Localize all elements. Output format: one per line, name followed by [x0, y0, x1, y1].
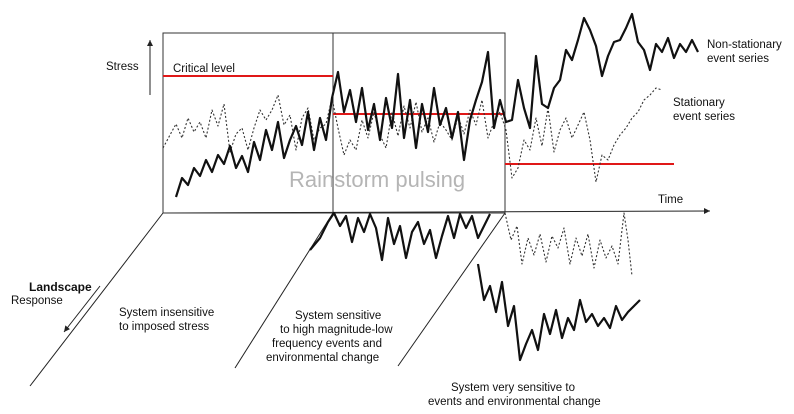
- panel-2-line-4: environmental change: [266, 352, 379, 364]
- response-axis-label: Response: [11, 295, 63, 307]
- panel-1-line-2: to imposed stress: [119, 321, 209, 333]
- panel-3-line-1: System very sensitive to: [451, 382, 575, 394]
- landscape-response-axis: [63, 285, 101, 333]
- landscape-axis-label: Landscape: [29, 280, 92, 294]
- non-stationary-event-series-lower: [476, 263, 641, 362]
- non-stationary-event-series-lower-mid: [309, 211, 491, 262]
- panel-2-line-3: frequency events and: [272, 338, 382, 350]
- panel-frame-sensitive: [332, 32, 506, 214]
- time-axis-label: Time: [658, 194, 683, 206]
- stationary-label-line1: Stationary: [673, 97, 725, 109]
- perspective-line-1: [29, 212, 164, 387]
- non-stationary-label-line2: event series: [707, 53, 769, 65]
- stress-axis-label: Stress: [106, 61, 139, 73]
- critical-level-label: Critical level: [173, 63, 235, 75]
- panel-2-line-2: to high magnitude-low: [280, 324, 393, 336]
- perspective-line-2: [234, 212, 334, 369]
- non-stationary-event-series: [174, 12, 699, 198]
- panel-2-line-1: System sensitive: [295, 310, 381, 322]
- stationary-label-line2: event series: [673, 111, 735, 123]
- non-stationary-label-line1: Non-stationary: [707, 39, 782, 51]
- panel-3-line-2: events and environmental change: [428, 396, 601, 408]
- panel-1-line-1: System insensitive: [119, 307, 214, 319]
- perspective-line-3: [397, 212, 506, 367]
- rainstorm-pulsing-watermark: Rainstorm pulsing: [289, 167, 465, 192]
- stationary-event-series-lower: [504, 212, 633, 277]
